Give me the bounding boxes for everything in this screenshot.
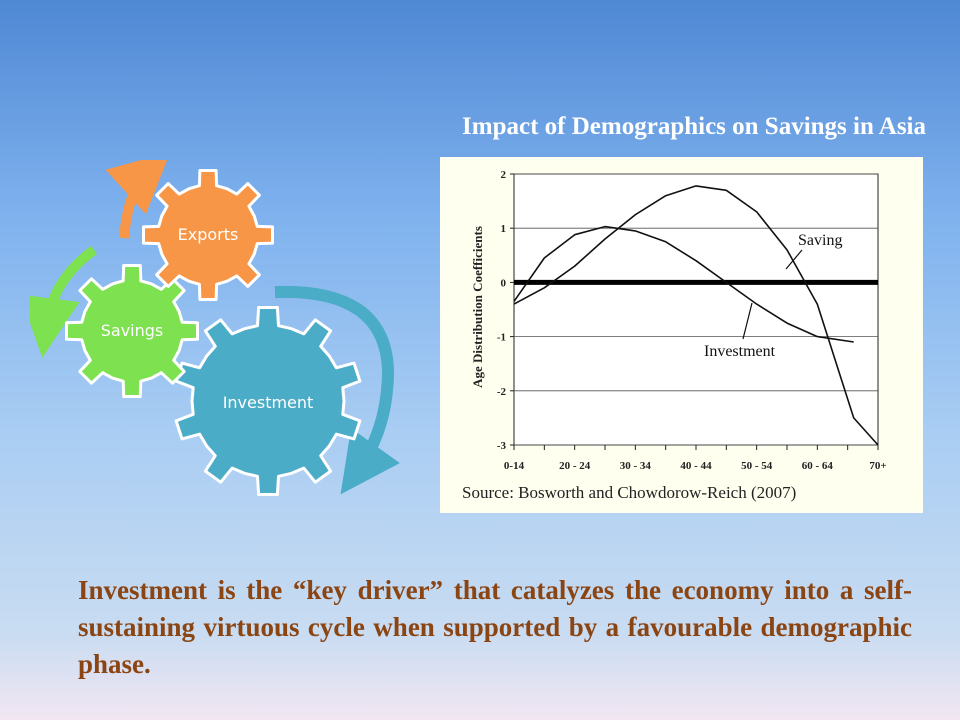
annotation-investment-arrow [742,302,753,340]
gear-label-exports: Exports [178,225,239,244]
annotation-saving: Saving [798,232,842,249]
plot-area [513,173,879,446]
y-tick-label: -1 [497,332,506,344]
x-tick-label: 50 - 54 [741,460,773,472]
x-tick-label: 0-14 [504,460,525,472]
chart-source: Source: Bosworth and Chowdorow-Reich (20… [462,483,797,502]
y-tick-label: 2 [501,169,507,181]
series-line-investment [513,185,879,446]
annotation-investment: Investment [704,343,776,360]
savings-cycle-arrow [30,245,97,358]
x-tick-label: 30 - 34 [620,460,652,472]
x-tick-label: 60 - 64 [802,460,834,472]
series-line-saving [513,225,854,343]
line-chart: 2 1 0 -1 -2 -3 0-14 20 - 24 30 - 34 40 - 44 50 - … [470,169,887,472]
x-tick-label: 20 - 24 [559,460,591,472]
gear-label-savings: Savings [101,321,164,340]
y-axis-label: Age Distribution Coefficients [470,226,485,388]
x-tick-label: 40 - 44 [680,460,712,472]
y-tick-label: -2 [497,386,507,398]
annotation-saving-arrow [785,249,803,270]
y-tick-label: 0 [501,277,507,289]
gear-shape [174,306,362,496]
x-tick-label: 70+ [869,460,886,472]
y-tick-label: -3 [497,440,507,452]
slide-caption: Investment is the “key driver” that cata… [78,575,912,679]
investment-gear [174,306,362,496]
exports-cycle-arrow [105,160,171,239]
exports-gear [142,169,274,301]
chart-panel: 2 1 0 -1 -2 -3 0-14 20 - 24 30 - 34 40 - 44 50 - … [440,157,923,513]
gear-shape [142,169,274,301]
y-tick-label: 1 [501,223,507,235]
investment-cycle-arrow [274,285,400,495]
slide-title: Impact of Demographics on Savings in Asi… [462,113,926,140]
gear-cycle-diagram: Exports Savings Investment [30,160,400,496]
gear-label-investment: Investment [223,393,314,412]
